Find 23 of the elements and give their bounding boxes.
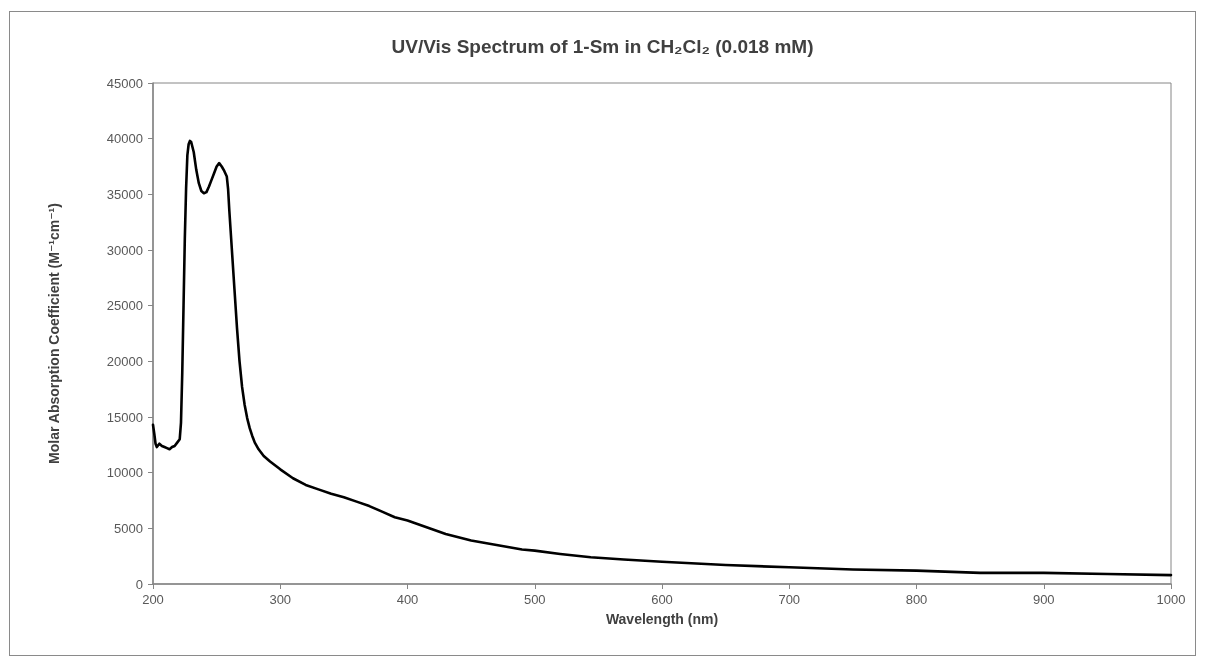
x-tick-label: 400: [396, 592, 419, 607]
y-tick-label: 0: [135, 576, 143, 592]
chart-title: UV/Vis Spectrum of 1-Sm in CH₂Cl₂ (0.018 mM): [391, 36, 814, 57]
x-tick-label: 700: [778, 592, 801, 607]
y-tick-label: 30000: [106, 242, 143, 258]
y-tick-label: 25000: [106, 298, 143, 314]
x-axis-title: Wavelength (nm): [605, 611, 719, 627]
x-tick-label: 1000: [1156, 592, 1186, 607]
x-tick-label: 900: [1032, 592, 1055, 607]
x-tick-label: 800: [905, 592, 928, 607]
y-tick-label: 20000: [106, 353, 143, 369]
y-tick-label: 10000: [106, 465, 143, 481]
y-tick-label: 35000: [106, 186, 143, 202]
x-tick-label: 200: [142, 592, 164, 607]
y-tick-label: 15000: [106, 409, 143, 425]
line-series: [151, 139, 1173, 577]
y-axis-title: Molar Absorption Coefficient (M⁻¹cm⁻¹): [46, 203, 62, 464]
y-tick-label: 5000: [114, 520, 143, 536]
y-tick-label: 45000: [106, 75, 143, 91]
x-tick-label: 600: [651, 592, 673, 607]
y-tick-label: 40000: [106, 131, 143, 147]
x-tick-label: 300: [269, 592, 292, 607]
x-tick-label: 500: [523, 592, 546, 607]
